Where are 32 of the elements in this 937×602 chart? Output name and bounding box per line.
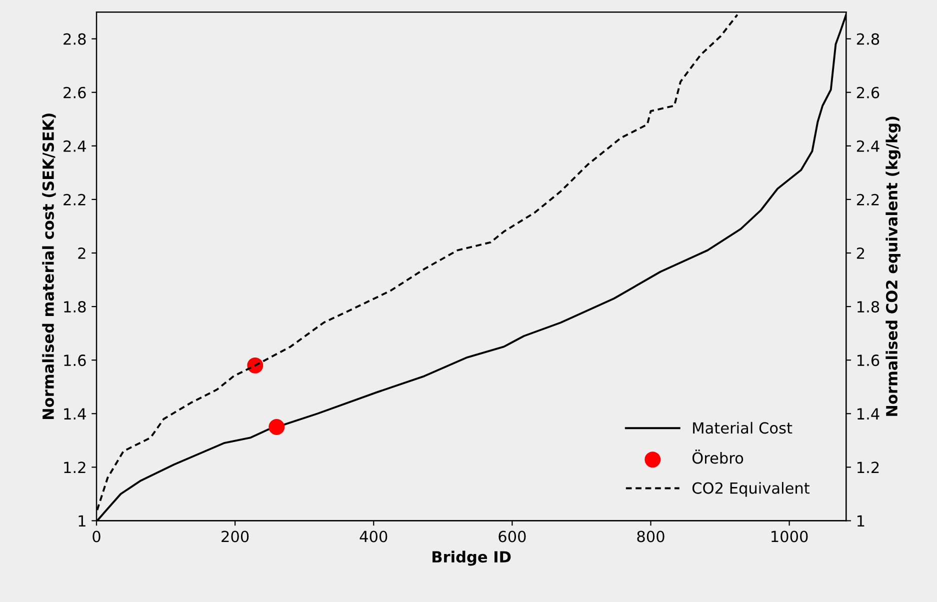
y2-tick-label: 1.6 xyxy=(858,354,880,366)
y2-tick-label: 1.4 xyxy=(858,408,880,420)
legend-label: CO2 Equivalent xyxy=(692,482,810,497)
y-tick-label: 1 xyxy=(78,515,86,527)
y-tick-label: 2.8 xyxy=(64,33,86,45)
x-tick-label: 0 xyxy=(92,530,100,542)
y2-axis-title: Normalised CO2 equivalent (kg/kg) xyxy=(886,116,901,416)
y-tick-label: 2.2 xyxy=(64,194,86,206)
y-axis-title: Normalised material cost (SEK/SEK) xyxy=(42,114,56,420)
x-tick-label: 1000 xyxy=(772,530,808,542)
y2-tick-label: 2.4 xyxy=(856,140,880,152)
legend-label: Material Cost xyxy=(693,422,792,434)
y-tick-label: 2 xyxy=(78,247,86,259)
x-axis-title: Bridge ID xyxy=(432,550,511,566)
y-tick-label: 1.6 xyxy=(64,354,86,366)
y2-tick-label: 1.8 xyxy=(858,301,880,313)
y2-tick-label: 2.6 xyxy=(856,86,880,98)
x-tick-label: 200 xyxy=(222,530,249,542)
y2-tick-label: 2.2 xyxy=(856,194,879,206)
y-tick-label: 1.2 xyxy=(64,462,86,473)
legend-label: Örebro xyxy=(692,450,744,464)
x-tick-label: 800 xyxy=(637,530,664,542)
y-tick-label: 2.6 xyxy=(64,86,86,98)
y-tick-label: 1.8 xyxy=(64,301,86,313)
x-tick-label: 400 xyxy=(360,530,388,542)
x-tick-label: 600 xyxy=(498,530,526,542)
y2-tick-label: 2 xyxy=(856,247,864,259)
y2-tick-label: 1 xyxy=(858,515,864,527)
y-tick-label: 2.4 xyxy=(64,140,86,152)
y-tick-label: 1.4 xyxy=(64,408,86,420)
y2-tick-label: 1.2 xyxy=(858,462,879,473)
y2-tick-label: 2.8 xyxy=(856,33,880,45)
